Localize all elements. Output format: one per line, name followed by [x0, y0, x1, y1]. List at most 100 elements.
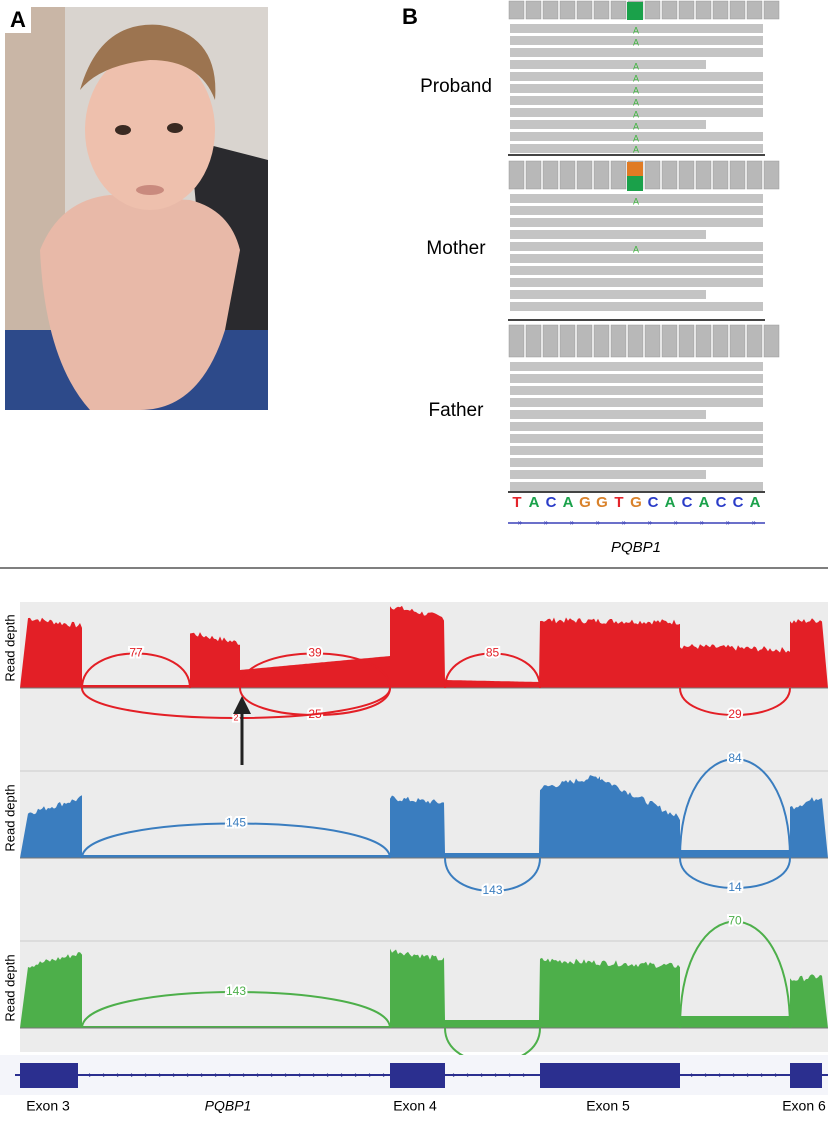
strand: › [705, 1069, 708, 1079]
strand: » [726, 518, 731, 527]
reference-base: A [529, 494, 540, 511]
strand: › [495, 1069, 498, 1079]
gene-label: PQBP1 [611, 539, 661, 556]
junction-arc [444, 652, 541, 689]
alt-base: A [633, 196, 639, 206]
read [510, 266, 763, 275]
strand: » [752, 518, 757, 527]
read [510, 458, 763, 467]
coverage-bar [644, 160, 661, 190]
alt-coverage [627, 176, 643, 191]
coverage-bar [542, 324, 559, 358]
read [510, 108, 763, 117]
coverage-bar [542, 0, 559, 20]
coverage-bar [763, 324, 780, 358]
y-axis-label: Read depth [2, 784, 17, 851]
read [510, 144, 763, 153]
read [510, 72, 763, 81]
junction-count: 70 [728, 914, 742, 928]
strand: › [229, 1069, 232, 1079]
panel-label: A [10, 7, 26, 32]
read [510, 60, 706, 69]
strand: » [570, 518, 575, 527]
read [510, 24, 763, 33]
read [510, 434, 763, 443]
strand: › [355, 1069, 358, 1079]
coverage-bar [593, 324, 610, 358]
read [510, 410, 706, 419]
junction-count: 145 [226, 816, 246, 830]
strand: › [327, 1069, 330, 1079]
exon-label: Exon 6 [782, 1098, 826, 1114]
reference-base: G [630, 494, 642, 511]
strand: › [775, 1069, 778, 1079]
strand: › [299, 1069, 302, 1079]
coverage-bar [576, 0, 593, 20]
junction-arc [81, 652, 191, 689]
junction-count: 29 [728, 707, 742, 721]
strand: › [117, 1069, 120, 1079]
strand: › [523, 1069, 526, 1079]
alt-base: A [633, 97, 639, 107]
coverage-bar [763, 160, 780, 190]
arrow-head [233, 696, 251, 714]
coverage-bar [712, 324, 729, 358]
coverage-bar [525, 160, 542, 190]
reference-base: T [512, 494, 521, 511]
strand: › [173, 1069, 176, 1079]
strand: › [215, 1069, 218, 1079]
coverage-bar [695, 0, 712, 20]
alt-coverage [627, 162, 643, 176]
coverage-bar [661, 160, 678, 190]
junction-arc [81, 991, 391, 1029]
junction-count: 2 [233, 712, 238, 722]
exon-label: Exon 4 [393, 1098, 437, 1114]
coverage-bar [610, 160, 627, 190]
read [510, 398, 763, 407]
junction-count: 85 [486, 646, 500, 660]
junction-count: 77 [129, 646, 143, 660]
strand: › [383, 1069, 386, 1079]
coverage-bar [712, 0, 729, 20]
strand: › [285, 1069, 288, 1079]
junction-count: 143 [482, 883, 502, 897]
reference-base: A [699, 494, 710, 511]
read [510, 218, 763, 227]
read [510, 374, 763, 383]
reference-base: A [563, 494, 574, 511]
strand: › [761, 1069, 764, 1079]
strand: › [467, 1069, 470, 1079]
strand: › [145, 1069, 148, 1079]
alt-base: A [633, 85, 639, 95]
strand: › [131, 1069, 134, 1079]
read [510, 470, 706, 479]
junction-count: 143 [226, 984, 246, 998]
sample-label: Father [429, 400, 485, 421]
coverage-bar [576, 160, 593, 190]
alt-base: A [633, 73, 639, 83]
coverage-bar [610, 324, 627, 358]
strand: › [201, 1069, 204, 1079]
coverage-bar [729, 0, 746, 20]
strand: › [369, 1069, 372, 1079]
strand: › [747, 1069, 750, 1079]
read [510, 84, 763, 93]
read [510, 290, 706, 299]
exon [790, 1063, 822, 1088]
coverage [20, 775, 828, 858]
strand: » [518, 518, 523, 527]
coverage-bar [627, 324, 644, 358]
reference-base: C [733, 494, 744, 511]
read [510, 194, 763, 203]
reference-base: G [596, 494, 608, 511]
read [510, 302, 763, 311]
exon-label: Exon 3 [26, 1098, 70, 1114]
coverage-bar [661, 324, 678, 358]
read [510, 386, 763, 395]
coverage-bar [746, 160, 763, 190]
gene-label: PQBP1 [205, 1098, 252, 1114]
junction-arc [81, 687, 391, 719]
strand: » [674, 518, 679, 527]
